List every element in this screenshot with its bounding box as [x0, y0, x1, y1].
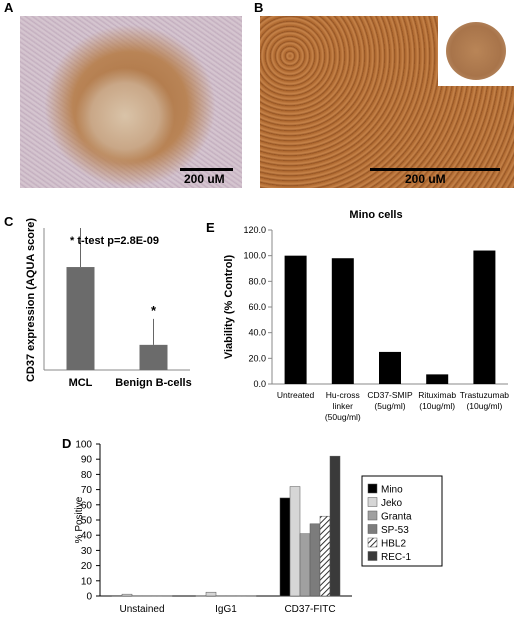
d-y-tick-label-3: 30 — [81, 546, 93, 557]
e-y-tick-label-6: 120.0 — [243, 225, 266, 235]
e-bar-0 — [284, 255, 307, 384]
d-bar-1-2 — [215, 595, 227, 597]
d-legend-swatch-2 — [367, 510, 378, 521]
e-category-label-1-2: (50ug/ml) — [325, 412, 361, 422]
d-legend-label-5: REC-1 — [381, 552, 411, 563]
e-category-label-2-0: CD37-SMIP — [367, 390, 413, 400]
e-category-label-4-0: Trastuzumab — [460, 390, 510, 400]
panel-b-scalebar — [370, 168, 500, 171]
e-y-tick-label-0: 0.0 — [253, 379, 266, 389]
e-category-label-2-1: (5ug/ml) — [374, 401, 405, 411]
d-legend-swatch-5 — [367, 551, 378, 561]
panel-c-letter: C — [4, 214, 14, 229]
d-y-tick-label-4: 40 — [81, 531, 93, 542]
d-y-tick-label-7: 70 — [81, 485, 93, 496]
panel-b-letter: B — [254, 0, 264, 15]
c-bar-0 — [66, 267, 95, 370]
c-significance-star: * — [151, 303, 157, 318]
e-y-tick-label-4: 80.0 — [248, 276, 266, 286]
d-bar-2-2 — [299, 533, 311, 597]
d-y-tick-label-5: 50 — [81, 516, 93, 527]
d-legend-label-4: HBL2 — [381, 539, 406, 550]
d-category-label-2: CD37-FITC — [284, 604, 335, 615]
d-bar-0-2 — [131, 595, 143, 597]
d-y-tick-label-6: 60 — [81, 500, 93, 511]
panel-a-scale-label: 200 uM — [184, 172, 225, 186]
d-bar-2-5 — [329, 455, 341, 597]
d-y-tick-label-2: 20 — [81, 561, 93, 572]
d-bar-2-4 — [319, 515, 331, 597]
e-category-label-4-1: (10ug/ml) — [466, 401, 502, 411]
e-y-tick-label-2: 40.0 — [248, 328, 266, 338]
e-bar-3 — [426, 374, 449, 384]
d-bar-1-1 — [205, 591, 217, 597]
d-bar-0-4 — [151, 595, 163, 597]
d-y-tick-label-1: 10 — [81, 576, 93, 587]
d-bar-1-5 — [245, 595, 257, 597]
panel-b-scale-label: 200 uM — [405, 172, 446, 186]
d-legend-swatch-0 — [367, 483, 378, 494]
panel-a-scalebar — [180, 168, 233, 171]
e-y-tick-label-1: 20.0 — [248, 353, 266, 363]
d-legend-swatch-3 — [367, 524, 378, 534]
d-bar-2-1 — [289, 486, 301, 597]
e-bar-2 — [379, 351, 401, 384]
e-bar-1 — [331, 258, 354, 384]
d-y-label: % Positive — [74, 496, 85, 543]
d-legend-label-3: SP-53 — [381, 525, 409, 536]
e-title: Mino cells — [349, 209, 402, 221]
d-legend-label-0: Mino — [381, 485, 403, 496]
c-y-label: CD37 expression (AQUA score) — [25, 218, 37, 382]
c-bar-1 — [139, 344, 168, 370]
d-y-tick-label-0: 0 — [86, 592, 92, 603]
d-bar-0-5 — [161, 595, 173, 597]
e-bar-4 — [473, 250, 496, 384]
e-y-tick-label-5: 100.0 — [243, 251, 266, 261]
c-annotation: * t-test p=2.8E-09 — [70, 235, 159, 247]
d-legend-label-1: Jeko — [381, 498, 403, 509]
c-category-label-0: MCL — [69, 377, 93, 389]
d-category-label-0: Unstained — [119, 604, 164, 615]
panel-b-inset-core — [438, 16, 514, 86]
d-y-tick-label-9: 90 — [81, 455, 93, 466]
panel-d-letter: D — [62, 436, 72, 451]
e-category-label-3-1: (10ug/ml) — [419, 401, 455, 411]
c-category-label-1: Benign B-cells — [115, 377, 191, 389]
d-bar-0-1 — [121, 593, 133, 597]
d-legend-swatch-1 — [367, 497, 378, 507]
d-bar-2-3 — [309, 523, 321, 597]
e-y-tick-label-3: 60.0 — [248, 302, 266, 312]
d-legend-label-2: Granta — [381, 512, 412, 523]
e-category-label-3-0: Rituximab — [418, 390, 456, 400]
d-bar-2-0 — [279, 497, 291, 597]
d-bar-1-3 — [225, 595, 237, 597]
panel-a-micrograph — [20, 16, 242, 188]
d-category-label-1: IgG1 — [215, 604, 237, 615]
d-bar-1-4 — [235, 595, 247, 597]
d-y-tick-label-10: 100 — [75, 440, 92, 451]
panel-b-micrograph — [260, 16, 514, 188]
panel-e-letter: E — [206, 220, 215, 235]
d-bar-0-3 — [141, 595, 153, 597]
e-category-label-1-1: linker — [333, 401, 353, 411]
e-category-label-1-0: Hu-cross — [326, 390, 360, 400]
panel-a-letter: A — [4, 0, 14, 15]
d-bar-0-0 — [111, 595, 123, 597]
e-y-label: Viability (% Control) — [223, 255, 235, 360]
d-y-tick-label-8: 80 — [81, 470, 93, 481]
e-category-label-0-0: Untreated — [277, 390, 315, 400]
d-legend-swatch-4 — [367, 537, 378, 548]
d-bar-1-0 — [195, 595, 207, 597]
